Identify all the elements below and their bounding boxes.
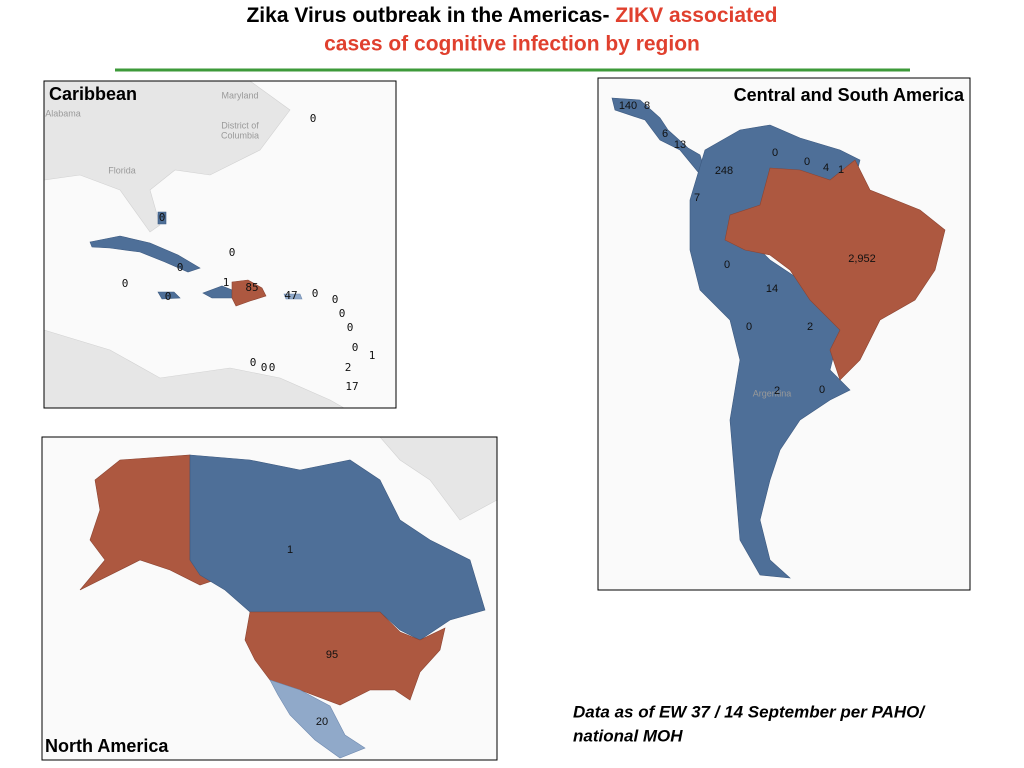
jamaica xyxy=(157,291,181,300)
panel-label: Central and South America xyxy=(734,85,965,105)
case-count: 2,952 xyxy=(848,253,876,265)
basemap-label: Florida xyxy=(108,165,136,175)
case-count: 0 xyxy=(261,361,268,374)
panel-label: North America xyxy=(45,736,169,756)
case-count: 0 xyxy=(819,384,825,396)
panel-frame xyxy=(43,80,397,409)
case-count: 20 xyxy=(316,716,328,728)
case-count: 0 xyxy=(310,112,317,125)
case-count: 47 xyxy=(284,289,297,302)
case-count: 6 xyxy=(662,128,668,140)
case-count: 0 xyxy=(177,261,184,274)
case-count: 0 xyxy=(229,246,236,259)
case-count: 0 xyxy=(332,293,339,306)
cuba xyxy=(89,235,201,273)
case-count: 2 xyxy=(774,385,780,397)
case-count: 1 xyxy=(838,164,844,176)
case-count: 8 xyxy=(644,100,650,112)
case-count: 0 xyxy=(159,211,166,224)
bahamas xyxy=(157,211,167,225)
case-count: 14 xyxy=(766,283,778,295)
case-count: 0 xyxy=(804,156,810,168)
case-count: 0 xyxy=(772,147,778,159)
title-line-1: Zika Virus outbreak in the Americas- ZIK… xyxy=(246,4,777,27)
footnote-line-1: Data as of EW 37 / 14 September per PAHO… xyxy=(573,702,926,721)
case-count: 0 xyxy=(250,356,257,369)
case-count: 17 xyxy=(345,380,358,393)
caribbean-map: Caribbean xyxy=(43,80,397,409)
case-count: 0 xyxy=(724,259,730,271)
us-land xyxy=(43,80,291,233)
case-count: 140 xyxy=(619,100,637,112)
title-black: Zika Virus outbreak in the Americas- xyxy=(246,4,615,27)
basemap-label: District of xyxy=(221,120,259,130)
case-count: 0 xyxy=(312,287,319,300)
case-count: 7 xyxy=(694,192,700,204)
case-count: 0 xyxy=(165,290,172,303)
title-red: ZIKV associated xyxy=(615,4,777,27)
title-line-2: cases of cognitive infection by region xyxy=(324,33,700,56)
case-count: 0 xyxy=(746,321,752,333)
basemap-label: Alabama xyxy=(45,108,81,118)
case-count: 1 xyxy=(287,544,293,556)
mexico xyxy=(269,679,366,759)
united-states xyxy=(244,611,446,706)
canada xyxy=(189,454,486,641)
case-count: 1 xyxy=(369,349,376,362)
case-count: 13 xyxy=(674,139,686,151)
case-count: 0 xyxy=(122,277,129,290)
case-count: 2 xyxy=(345,361,352,374)
case-count: 1 xyxy=(223,276,230,289)
case-count: 0 xyxy=(347,321,354,334)
panel-label: Caribbean xyxy=(49,84,137,104)
basemap-label: Maryland xyxy=(221,90,258,100)
case-count: 85 xyxy=(245,281,258,294)
case-count: 248 xyxy=(715,165,733,177)
brazil xyxy=(724,159,946,381)
case-count: 0 xyxy=(269,361,276,374)
south-america-map: Central and South America xyxy=(597,77,971,591)
panel-frame xyxy=(41,436,498,761)
puerto-rico xyxy=(283,293,303,300)
dominican-republic xyxy=(231,279,267,307)
case-count: 0 xyxy=(339,307,346,320)
case-count: 0 xyxy=(352,341,359,354)
basemap-label: Argentina xyxy=(753,388,792,398)
basemap-label: Columbia xyxy=(221,130,259,140)
panel-frame xyxy=(597,77,971,591)
case-count: 95 xyxy=(326,649,338,661)
footnote-line-2: national MOH xyxy=(573,726,683,745)
case-count: 4 xyxy=(823,162,829,174)
north-america-map: North America xyxy=(41,436,498,761)
case-count: 2 xyxy=(807,321,813,333)
